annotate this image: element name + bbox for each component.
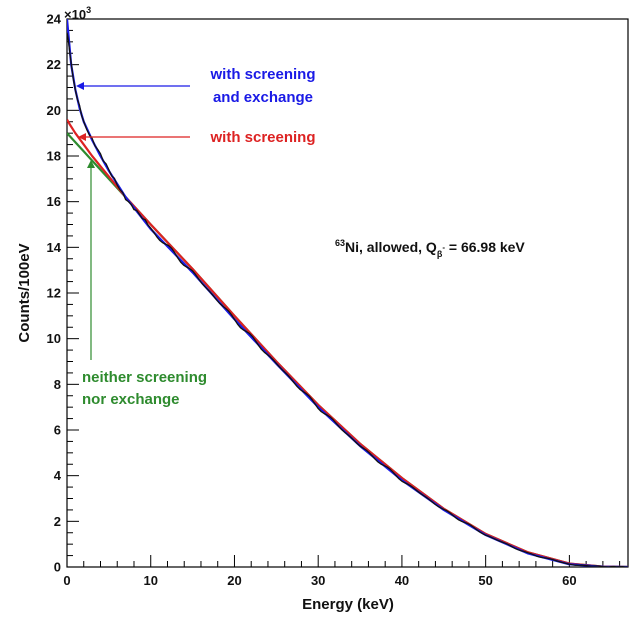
y-tick-label: 2 <box>54 514 61 529</box>
q-subscript: β <box>437 249 443 259</box>
y-tick-label: 6 <box>54 423 61 438</box>
series-line-screening-exchange <box>67 19 628 567</box>
y-multiplier-exponent: 3 <box>86 5 91 15</box>
y-multiplier-label: ×103 <box>64 5 91 22</box>
physics-value: = 66.98 keV <box>445 239 525 255</box>
y-tick-label: 10 <box>47 331 61 346</box>
series-layer <box>67 19 628 567</box>
screening-exchange-label-1: with screening <box>209 66 315 83</box>
y-tick-label: 4 <box>54 468 62 483</box>
screening-arrowhead <box>78 133 86 141</box>
y-axis-title: Counts/100eV <box>16 243 33 342</box>
screening-exchange-arrowhead <box>76 82 84 90</box>
neither-label-1: neither screening <box>82 369 207 386</box>
physics-main: Ni, allowed, Q <box>345 239 437 255</box>
series-line-screening <box>67 118 628 567</box>
series-line-neither <box>67 132 628 567</box>
y-tick-label: 22 <box>47 57 61 72</box>
physics-label: 63Ni, allowed, Qβ- = 66.98 keV <box>335 238 525 259</box>
series-line-data <box>67 32 628 567</box>
y-tick-label: 0 <box>54 560 61 575</box>
screening-exchange-label-2: and exchange <box>213 89 313 106</box>
y-tick-label: 24 <box>47 12 62 27</box>
x-axis: 0 10 20 30 40 50 60 <box>63 555 621 588</box>
screening-label: with screening <box>209 129 315 146</box>
x-tick-label: 60 <box>562 573 576 588</box>
x-axis-title: Energy (keV) <box>302 596 394 613</box>
x-tick-label: 10 <box>143 573 157 588</box>
x-tick-label: 40 <box>395 573 409 588</box>
y-tick-label: 14 <box>47 240 62 255</box>
y-tick-label: 20 <box>47 103 61 118</box>
plot-frame <box>66 18 629 568</box>
x-tick-label: 30 <box>311 573 325 588</box>
x-tick-label: 20 <box>227 573 241 588</box>
x-tick-label: 50 <box>478 573 492 588</box>
y-tick-label: 12 <box>47 286 61 301</box>
y-tick-label: 8 <box>54 377 61 392</box>
y-tick-label: 16 <box>47 194 61 209</box>
x-tick-label: 0 <box>63 573 70 588</box>
y-tick-label: 18 <box>47 149 61 164</box>
mass-number: 63 <box>335 238 345 248</box>
q-sub-superscript: - <box>442 243 445 252</box>
neither-label-2: nor exchange <box>82 391 180 408</box>
neither-arrowhead <box>87 160 95 168</box>
